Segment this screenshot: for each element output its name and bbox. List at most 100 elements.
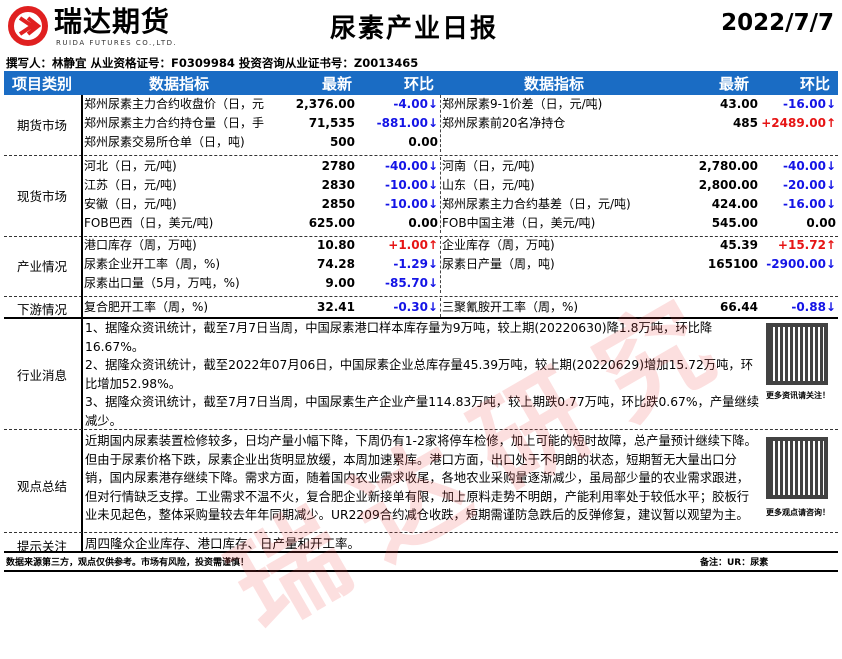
category-3: 下游情况	[16, 301, 67, 317]
logo-text: 瑞达期货	[54, 5, 171, 38]
latest-value: 2780	[321, 159, 355, 173]
latest-value: 2,780.00	[698, 159, 758, 173]
indicator-label: 尿素企业开工率（周，%)	[84, 257, 221, 271]
change-value: 0.00	[408, 216, 438, 230]
indicator-label: FOB中国主港（日，美元/吨)	[442, 216, 596, 230]
latest-value: 66.44	[720, 300, 758, 314]
tips-text: 周四隆众企业库存、港口库存、日产量和开工率。	[85, 536, 361, 551]
logo-icon	[8, 6, 48, 46]
row-divider	[4, 429, 838, 430]
change-value: -0.88↓	[791, 300, 836, 314]
latest-value: 9.00	[325, 276, 355, 290]
header-latest-2: 最新	[719, 75, 750, 93]
change-value: -0.30↓	[393, 300, 438, 314]
change-value: -40.00↓	[783, 159, 836, 173]
latest-value: 485	[732, 116, 758, 130]
company-logo: 瑞达期货 RUIDA FUTURES CO.,LTD.	[8, 6, 208, 48]
indicator-label: 郑州尿素前20名净持仓	[442, 116, 566, 130]
row-divider	[4, 296, 838, 297]
indicator-label: 郑州尿素主力合约收盘价（日，元/吨	[84, 97, 264, 111]
change-value: -16.00↓	[783, 197, 836, 211]
latest-value: 625.00	[308, 216, 355, 230]
indicator-label: 郑州尿素9-1价差（日，元/吨)	[442, 97, 603, 111]
qr-code-views	[766, 437, 828, 499]
latest-value: 424.00	[711, 197, 758, 211]
footer-note: 备注：UR：尿素	[700, 558, 769, 568]
news-item: 1、据隆众资讯统计，截至7月7日当周，中国尿素港口样本库存量为9万吨，较上期(2…	[85, 321, 713, 354]
column-divider	[440, 157, 441, 233]
indicator-label: 郑州尿素交易所仓单（日，吨)	[84, 135, 245, 149]
change-value: -85.70↓	[385, 276, 438, 290]
latest-value: 500	[329, 135, 355, 149]
report-date: 2022/7/7	[721, 10, 834, 36]
indicator-label: 港口库存（周，万吨)	[84, 238, 197, 252]
change-value: 0.00	[408, 135, 438, 149]
change-value: +1.00↑	[388, 238, 438, 252]
change-value: -40.00↓	[385, 159, 438, 173]
indicator-label	[442, 274, 642, 293]
latest-value: 2,376.00	[295, 97, 355, 111]
latest-value: 43.00	[720, 97, 758, 111]
indicator-label: 尿素出口量（5月，万吨，%)	[84, 276, 240, 290]
header-category: 项目类别	[12, 75, 73, 93]
indicator-label: 尿素日产量（周，吨)	[442, 257, 555, 271]
news-category: 行业消息	[16, 368, 67, 383]
category-0: 期货市场	[16, 117, 67, 133]
latest-value: 2850	[321, 197, 355, 211]
header-indicator-1: 数据指标	[149, 75, 210, 93]
qr-caption-views: 更多观点请咨询！	[766, 508, 830, 517]
category-1: 现货市场	[16, 189, 67, 204]
table-bottom	[4, 551, 838, 553]
latest-value: 45.39	[720, 238, 758, 252]
indicator-label: 复合肥开工率（周，%)	[84, 300, 209, 314]
latest-value	[640, 133, 758, 152]
indicator-label	[442, 133, 642, 152]
change-value: -2900.00↓	[766, 257, 836, 271]
change-value: -10.00↓	[385, 178, 438, 192]
footer-disclaimer: 数据来源第三方，观点仅供参考。市场有风险，投资需谨慎！	[6, 558, 250, 568]
latest-value: 74.28	[317, 257, 355, 271]
latest-value: 32.41	[317, 300, 355, 314]
category-2: 产业情况	[16, 258, 67, 274]
column-divider	[440, 95, 441, 152]
change-value: 0.00	[806, 216, 836, 230]
change-value: -4.00↓	[393, 97, 438, 111]
qr-caption-news: 更多资讯请关注！	[766, 391, 830, 400]
change-value: +2489.00↑	[761, 116, 836, 130]
tips-category: 提示关注	[16, 539, 67, 554]
header-change-2: 环比	[800, 75, 831, 93]
latest-value: 545.00	[711, 216, 758, 230]
change-value: +15.72↑	[777, 238, 836, 252]
author-line: 撰写人：林静宜 从业资格证号：F0309984 投资咨询从业证书号：Z00134…	[6, 56, 419, 70]
qr-code-news	[766, 323, 828, 385]
change-value: -881.00↓	[376, 116, 438, 130]
latest-value: 2,800.00	[698, 178, 758, 192]
news-item: 3、据隆众资讯统计，截至7月7日当周，中国尿素生产企业产量114.83万吨，较上…	[85, 395, 760, 428]
latest-value	[640, 274, 758, 293]
latest-value: 71,535	[308, 116, 355, 130]
change-value	[760, 274, 836, 293]
footer-rule	[4, 570, 838, 572]
change-value: -1.29↓	[393, 257, 438, 271]
change-value	[760, 133, 836, 152]
row-divider	[4, 532, 838, 533]
column-divider	[440, 236, 441, 293]
indicator-label: 河北（日，元/吨)	[84, 159, 177, 173]
change-value: -20.00↓	[783, 178, 836, 192]
indicator-label: FOB巴西（日，美元/吨)	[84, 216, 214, 230]
row-divider	[4, 155, 838, 156]
news-list: 1、据隆众资讯统计，截至7月7日当周，中国尿素港口样本库存量为9万吨，较上期(2…	[85, 319, 760, 430]
indicator-label: 郑州尿素主力合约基差（日，元/吨)	[442, 197, 631, 211]
views-text: 近期国内尿素装置检修较多，日均产量小幅下降，下周仍有1-2家将停车检修，加上可能…	[85, 434, 757, 522]
header-indicator-2: 数据指标	[524, 75, 585, 93]
indicator-label: 河南（日，元/吨)	[442, 159, 535, 173]
latest-value: 2830	[321, 178, 355, 192]
indicator-label: 江苏（日，元/吨)	[84, 178, 177, 192]
header-change-1: 环比	[404, 75, 435, 93]
report-title: 尿素产业日报	[330, 14, 499, 44]
indicator-label: 郑州尿素主力合约持仓量（日，手)	[84, 116, 264, 130]
change-value: -10.00↓	[385, 197, 438, 211]
views-category: 观点总结	[16, 479, 67, 494]
row-divider	[4, 317, 838, 319]
header-latest-1: 最新	[322, 75, 353, 93]
